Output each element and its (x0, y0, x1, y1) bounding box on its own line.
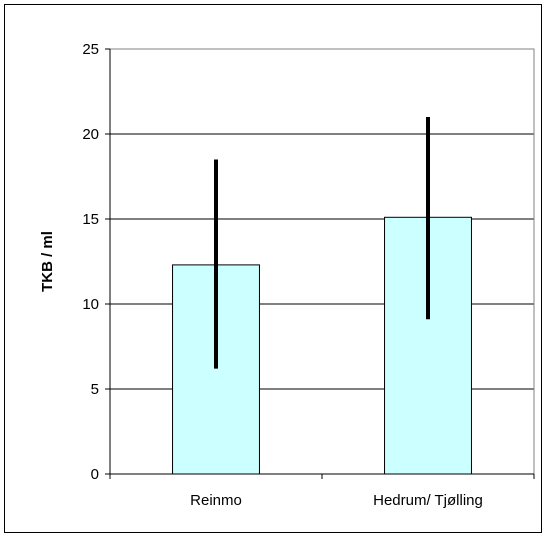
y-axis-label: TKB / ml (39, 231, 56, 292)
y-tick-label: 5 (91, 381, 99, 398)
y-tick-label: 20 (82, 126, 99, 143)
x-tick-label: Hedrum/ Tjølling (373, 492, 483, 509)
x-tick-label: Reinmo (190, 492, 242, 509)
x-tick-labels: Reinmo Hedrum/ Tjølling (190, 492, 483, 509)
y-tick-label: 0 (91, 466, 99, 483)
y-tick-label: 10 (82, 296, 99, 313)
y-tick-label: 25 (82, 41, 99, 58)
error-bars (214, 117, 430, 369)
y-tick-labels: 0 5 10 15 20 25 (82, 41, 99, 483)
axes (105, 48, 535, 479)
y-tick-label: 15 (82, 211, 99, 228)
